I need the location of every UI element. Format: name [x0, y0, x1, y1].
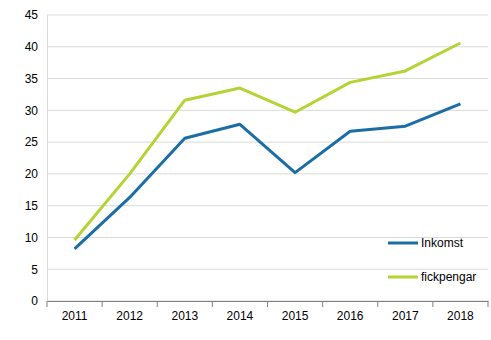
chart: 0510152025303540452011201220132014201520… [0, 0, 491, 340]
y-tick: 25 [25, 135, 47, 149]
y-tick: 30 [25, 104, 47, 118]
y-tick-label: 5 [31, 263, 38, 277]
grid-line [47, 78, 488, 79]
x-axis: 2011 2012 2013 2014 2015 2016 2017 2018 [47, 301, 489, 323]
x-tick: 2013 [171, 301, 198, 323]
x-tick: 2016 [337, 301, 364, 323]
x-tick-label: 2012 [116, 309, 143, 323]
y-tick-label: 30 [25, 104, 39, 118]
x-band-divider [212, 301, 213, 307]
y-tick-label: 15 [25, 199, 39, 213]
x-band-divider [377, 301, 378, 307]
x-band-divider [47, 301, 48, 307]
y-tick: 0 [31, 294, 47, 308]
x-tick: 2011 [62, 301, 88, 323]
x-tick: 2015 [282, 301, 309, 323]
x-band-divider [488, 301, 489, 307]
x-tick-label: 2011 [62, 309, 88, 323]
y-tick-label: 35 [25, 72, 39, 86]
y-tick-label: 40 [25, 40, 39, 54]
grid-line [47, 173, 488, 174]
y-axis: 0 5 10 15 20 25 30 35 40 45 [25, 8, 48, 308]
y-tick-label: 25 [25, 135, 39, 149]
y-tick: 45 [25, 8, 47, 22]
grid [47, 15, 488, 301]
x-band-divider [322, 301, 323, 307]
x-tick-label: 2018 [447, 309, 474, 323]
legend-swatch [388, 276, 418, 279]
grid-line [47, 142, 488, 143]
grid-line [47, 15, 488, 16]
x-tick-label: 2015 [282, 309, 309, 323]
series-line [75, 43, 461, 240]
y-axis-line [47, 16, 48, 302]
series-line [75, 104, 461, 249]
legend-label: Inkomst [421, 236, 464, 250]
x-tick: 2012 [116, 301, 143, 323]
y-tick-label: 0 [31, 294, 38, 308]
grid-line [47, 46, 488, 47]
x-band-divider [267, 301, 268, 307]
y-tick: 40 [25, 40, 47, 54]
x-band-dividers [47, 301, 488, 307]
x-tick: 2014 [227, 301, 254, 323]
x-band-divider [432, 301, 433, 307]
y-tick: 35 [25, 72, 47, 86]
x-tick-label: 2013 [171, 309, 198, 323]
x-tick-label: 2017 [392, 309, 419, 323]
x-tick: 2017 [392, 301, 419, 323]
x-band-divider [102, 301, 103, 307]
y-tick: 5 [31, 263, 47, 277]
y-tick-label: 45 [25, 8, 39, 22]
legend-label: fickpengar [421, 270, 476, 284]
legend: Inkomst fickpengar [388, 236, 476, 284]
legend-swatch [388, 242, 418, 245]
y-tick: 20 [25, 167, 47, 181]
plot: 0510152025303540452011201220132014201520… [25, 8, 489, 322]
series-lines [75, 43, 461, 249]
x-tick-label: 2014 [227, 309, 254, 323]
grid-line [47, 110, 488, 111]
x-tick-label: 2016 [337, 309, 364, 323]
grid-line [47, 205, 488, 206]
x-tick: 2018 [447, 301, 474, 323]
y-tick-label: 10 [25, 231, 39, 245]
chart-container: 0510152025303540452011201220132014201520… [0, 0, 491, 340]
y-tick: 15 [25, 199, 47, 213]
x-band-divider [157, 301, 158, 307]
y-tick: 10 [25, 231, 47, 245]
y-tick-label: 20 [25, 167, 39, 181]
